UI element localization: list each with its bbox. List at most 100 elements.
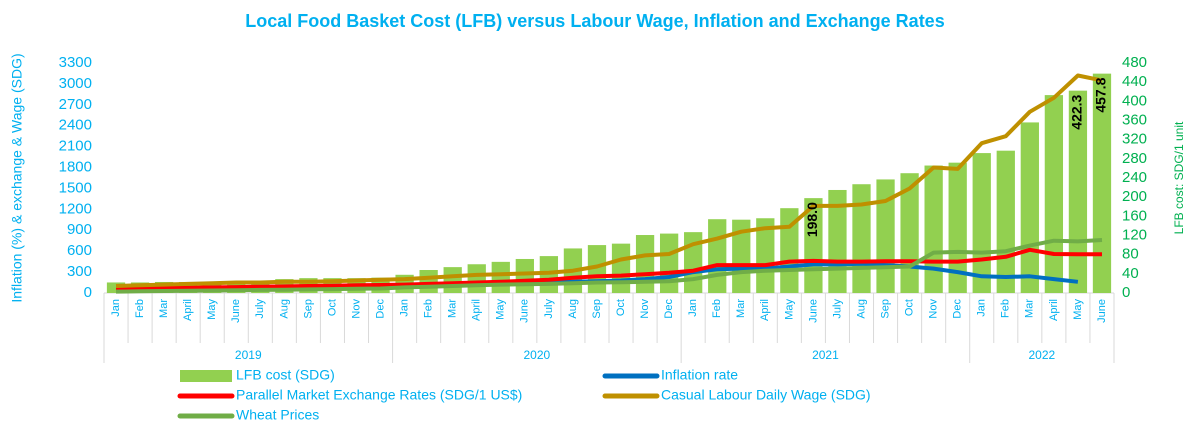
x-tick-label: Jan: [399, 299, 411, 317]
x-tick-label: Dec: [663, 299, 675, 319]
bar: [996, 150, 1015, 293]
x-tick-label: Mar: [735, 299, 747, 318]
bar: [708, 219, 727, 293]
y2-tick-label: 320: [1122, 131, 1147, 148]
bar: [491, 261, 510, 293]
data-label: 422.3: [1069, 94, 1085, 129]
bar: [443, 267, 462, 293]
y-tick-label: 600: [67, 242, 92, 259]
legend-label: LFB cost (SDG): [236, 367, 335, 383]
y2-tick-label: 160: [1122, 207, 1147, 224]
x-tick-label: April: [759, 299, 771, 321]
y-tick-label: 2400: [59, 117, 92, 134]
x-tick-label: Mar: [447, 299, 459, 318]
x-tick-label: May: [783, 299, 795, 320]
x-tick-label: Sep: [591, 299, 603, 319]
y2-tick-label: 280: [1122, 150, 1147, 167]
bar: [515, 258, 534, 293]
x-tick-label: Dec: [374, 299, 386, 319]
x-tick-label: Nov: [639, 299, 651, 319]
y-tick-label: 300: [67, 263, 92, 280]
bar: [635, 235, 655, 293]
chart-title: Local Food Basket Cost (LFB) versus Labo…: [245, 11, 944, 31]
x-tick-label: Oct: [615, 299, 627, 316]
x-tick-label: Feb: [423, 299, 435, 318]
bar: [852, 184, 871, 293]
y2-tick-label: 80: [1122, 246, 1139, 263]
y2-tick-label: 440: [1122, 73, 1147, 90]
x-tick-label: Feb: [711, 299, 723, 318]
x-tick-label: July: [254, 299, 266, 319]
group-label: 2022: [1029, 348, 1056, 362]
y-tick-label: 2100: [59, 138, 92, 155]
y-axis-label: Inflation (%) & exchange & Wage (SDG): [9, 53, 25, 302]
x-tick-label: June: [807, 299, 819, 323]
y2-tick-label: 40: [1122, 265, 1139, 282]
bar: [1044, 95, 1064, 294]
group-label: 2020: [524, 348, 551, 362]
x-tick-label: Jan: [110, 299, 122, 317]
group-label: 2021: [812, 348, 839, 362]
x-tick-label: July: [831, 299, 843, 319]
legend-label: Casual Labour Daily Wage (SDG): [661, 387, 871, 403]
x-tick-label: Feb: [134, 299, 146, 318]
legend-swatch: [180, 370, 232, 382]
x-tick-label: June: [1096, 299, 1108, 323]
line: [115, 247, 1102, 291]
line: [115, 73, 1103, 288]
x-tick-label: Aug: [567, 299, 579, 319]
y2-tick-label: 200: [1122, 188, 1147, 205]
x-tick-label: Mar: [158, 299, 170, 318]
y2-tick-label: 120: [1122, 226, 1147, 243]
x-tick-label: Sep: [302, 299, 314, 319]
y-tick-label: 1200: [59, 200, 92, 217]
y2-axis-label: LFB cost: SDG/1 unit: [1172, 121, 1186, 234]
x-tick-label: Jan: [976, 299, 988, 317]
data-label: 457.8: [1093, 77, 1109, 112]
x-tick-label: Jan: [687, 299, 699, 317]
x-tick-label: Oct: [326, 299, 338, 316]
y2-tick-label: 400: [1122, 92, 1147, 109]
y2-tick-label: 360: [1122, 111, 1147, 128]
y2-tick-label: 480: [1122, 54, 1147, 71]
line: [115, 238, 1103, 294]
x-tick-label: Sep: [879, 299, 891, 319]
bar: [467, 264, 486, 293]
y-tick-label: 900: [67, 221, 92, 238]
bar: [1020, 122, 1039, 294]
x-tick-label: Mar: [1024, 299, 1036, 318]
x-tick-label: May: [1072, 299, 1084, 320]
y-tick-label: 3300: [59, 54, 92, 71]
bar: [732, 219, 751, 293]
x-tick-label: Aug: [278, 299, 290, 319]
group-label: 2019: [235, 348, 262, 362]
x-tick-label: Oct: [904, 299, 916, 316]
x-tick-label: July: [543, 299, 555, 319]
y-tick-label: 1500: [59, 179, 92, 196]
x-tick-label: Aug: [855, 299, 867, 319]
data-label: 198.0: [804, 202, 820, 237]
x-tick-label: Feb: [1000, 299, 1012, 318]
y-tick-label: 1800: [59, 159, 92, 176]
bar: [611, 243, 631, 293]
legend-label: Wheat Prices: [236, 407, 319, 421]
x-tick-label: April: [471, 299, 483, 321]
x-tick-label: June: [230, 299, 242, 323]
x-tick-label: Nov: [928, 299, 940, 319]
y2-tick-label: 0: [1122, 284, 1130, 301]
legend-label: Inflation rate: [661, 367, 738, 383]
bar: [419, 270, 438, 293]
x-tick-label: May: [206, 299, 218, 320]
y-tick-label: 0: [84, 284, 92, 301]
x-tick-label: Nov: [350, 299, 362, 319]
legend-label: Parallel Market Exchange Rates (SDG/1 US…: [236, 387, 522, 403]
bar: [1092, 73, 1112, 293]
x-tick-label: April: [1048, 299, 1060, 321]
x-tick-label: June: [519, 299, 531, 323]
y-tick-label: 2700: [59, 96, 92, 113]
x-tick-label: May: [495, 299, 507, 320]
bar: [756, 218, 775, 293]
bar: [924, 165, 943, 293]
y2-tick-label: 240: [1122, 169, 1147, 186]
